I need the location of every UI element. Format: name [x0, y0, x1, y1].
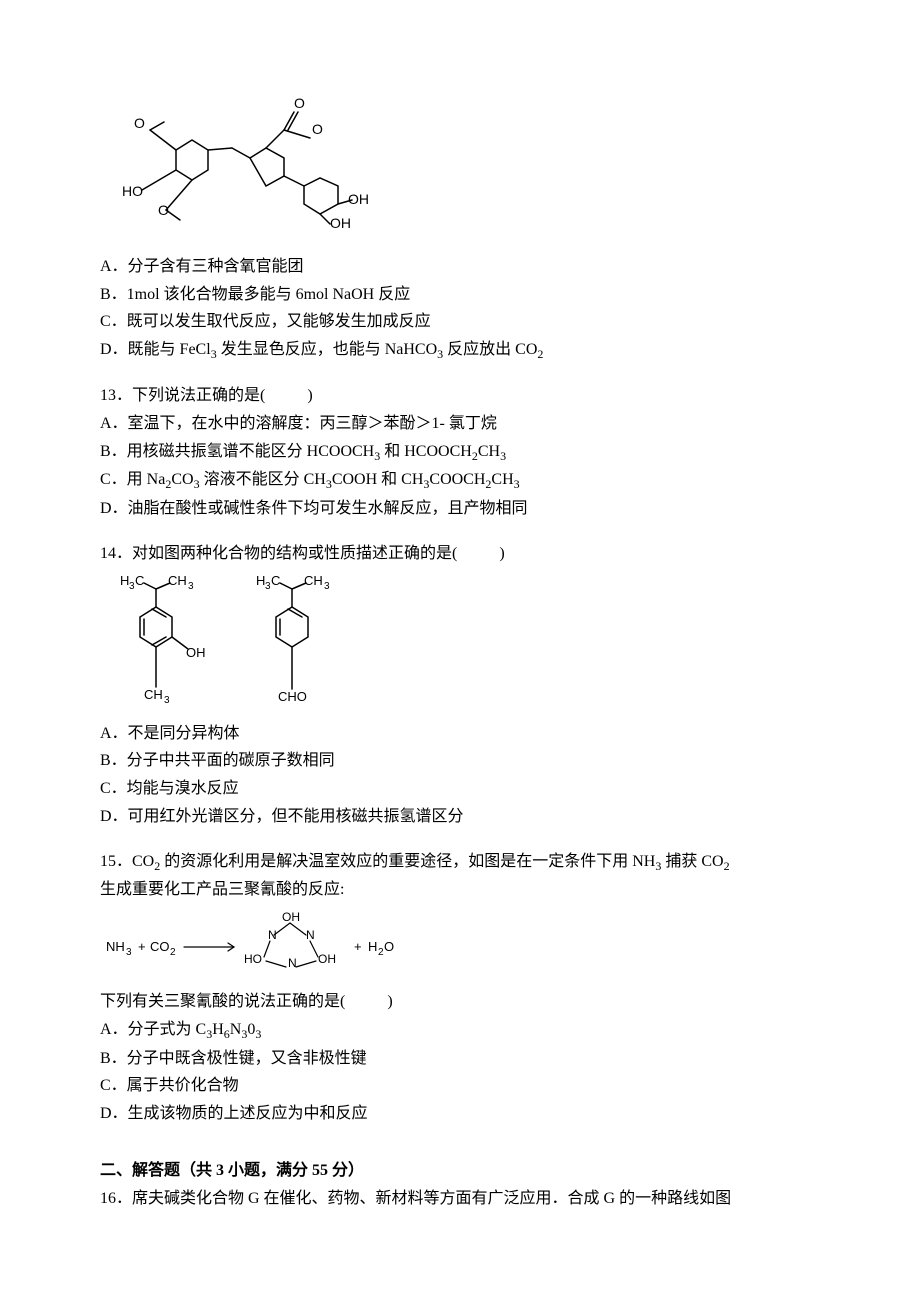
q13-c-mid1: CO	[171, 471, 193, 488]
q12-molecule-svg: OHOOOOOHOH	[116, 90, 376, 240]
q13-stem-text: 13．下列说法正确的是(	[100, 387, 265, 404]
q13-c-mid2: 溶液不能区分 CH	[200, 471, 326, 488]
q12-molecule: OHOOOOOHOH	[116, 90, 820, 249]
q14-stem-text: 14．对如图两种化合物的结构或性质描述正确的是(	[100, 545, 457, 562]
q15-reaction-svg: NH3+CO2OHNNNHOOH+H2O	[104, 907, 424, 977]
q13-b-tail: CH	[478, 443, 500, 460]
q15-stem-line2: 生成重要化工产品三聚氰酸的反应:	[100, 878, 820, 903]
q12-option-a: A．分子含有三种含氧官能团	[100, 255, 820, 280]
svg-text:H: H	[256, 573, 265, 588]
q12-option-c: C．既可以发生取代反应，又能够发生加成反应	[100, 310, 820, 335]
svg-text:O: O	[134, 115, 145, 131]
svg-text:CO: CO	[150, 939, 170, 954]
q15-a-mid2: N	[230, 1021, 242, 1038]
svg-text:HO: HO	[122, 183, 143, 199]
svg-text:O: O	[294, 95, 305, 111]
q12-d-post: 发生显色反应，也能与 NaHCO	[217, 341, 437, 358]
q13-b-mid: 和 HCOOCH	[380, 443, 472, 460]
svg-text:N: N	[288, 956, 297, 970]
q16-stem: 16．席夫碱类化合物 G 在催化、药物、新材料等方面有广泛应用．合成 G 的一种…	[100, 1187, 820, 1212]
svg-text:C: C	[271, 573, 280, 588]
svg-text:O: O	[158, 202, 169, 218]
svg-text:N: N	[268, 928, 277, 942]
svg-text:+: +	[354, 939, 362, 954]
q13-option-d: D．油脂在酸性或碱性条件下均可发生水解反应，且产物相同	[100, 497, 820, 522]
svg-text:CH: CH	[144, 687, 163, 702]
svg-text:C: C	[135, 573, 144, 588]
q12-d-tail: 反应放出 CO	[443, 341, 537, 358]
q14-option-d: D．可用红外光谱区分，但不能用核磁共振氢谱区分	[100, 805, 820, 830]
q14-molecules: H3CCH3OHCH3H3CCH3CHO	[116, 567, 820, 716]
q15-reaction: NH3+CO2OHNNNHOOH+H2O	[104, 907, 820, 986]
q15-below: 下列有关三聚氰酸的说法正确的是()	[100, 990, 820, 1015]
q15-option-c: C．属于共价化合物	[100, 1074, 820, 1099]
q14-option-a: A．不是同分异构体	[100, 722, 820, 747]
q13-c-pre: C．用 Na	[100, 471, 165, 488]
q13-option-b: B．用核磁共振氢谱不能区分 HCOOCH3 和 HCOOCH2CH3	[100, 440, 820, 466]
q14-stem: 14．对如图两种化合物的结构或性质描述正确的是()	[100, 542, 820, 567]
svg-text:3: 3	[126, 947, 132, 958]
svg-text:CHO: CHO	[278, 689, 307, 704]
section2-title: 二、解答题（共 3 小题，满分 55 分）	[100, 1159, 820, 1184]
svg-text:OH: OH	[348, 191, 369, 207]
svg-text:N: N	[306, 928, 315, 942]
q13-c-mid4: COOCH	[429, 471, 485, 488]
q13-c-mid3: COOH 和 CH	[332, 471, 424, 488]
svg-text:H: H	[120, 573, 129, 588]
svg-text:O: O	[312, 121, 323, 137]
q15-a-mid: H	[212, 1021, 224, 1038]
svg-text:CH: CH	[304, 573, 323, 588]
q13-stem: 13．下列说法正确的是()	[100, 384, 820, 409]
q15-below-text: 下列有关三聚氰酸的说法正确的是(	[100, 993, 345, 1010]
q12-d-pre: D．既能与 FeCl	[100, 341, 211, 358]
q15-stem-pre: 15．CO	[100, 853, 154, 870]
svg-text:3: 3	[164, 695, 170, 706]
q15-option-d: D．生成该物质的上述反应为中和反应	[100, 1102, 820, 1127]
svg-text:+: +	[138, 939, 146, 954]
svg-text:3: 3	[188, 581, 194, 592]
q13-stem-tail: )	[307, 387, 312, 404]
svg-text:O: O	[384, 939, 394, 954]
q13-c-tail: CH	[491, 471, 513, 488]
q15-stem: 15．CO2 的资源化利用是解决温室效应的重要途径，如图是在一定条件下用 NH3…	[100, 850, 820, 876]
q14-molecules-svg: H3CCH3OHCH3H3CCH3CHO	[116, 567, 376, 707]
svg-text:HO: HO	[244, 952, 262, 966]
svg-text:OH: OH	[318, 952, 336, 966]
svg-text:OH: OH	[186, 645, 206, 660]
q15-a-pre: A．分子式为 C	[100, 1021, 206, 1038]
svg-text:NH: NH	[106, 939, 125, 954]
q15-option-a: A．分子式为 C3H6N303	[100, 1018, 820, 1044]
q14-stem-tail: )	[499, 545, 504, 562]
q15-stem-mid2: 捕获 CO	[661, 853, 723, 870]
svg-text:H: H	[368, 939, 377, 954]
svg-text:OH: OH	[330, 215, 351, 231]
q15-stem-mid: 的资源化利用是解决温室效应的重要途径，如图是在一定条件下用 NH	[160, 853, 655, 870]
svg-text:OH: OH	[282, 910, 300, 924]
q13-option-c: C．用 Na2CO3 溶液不能区分 CH3COOH 和 CH3COOCH2CH3	[100, 468, 820, 494]
q13-option-a: A．室温下，在水中的溶解度：丙三醇＞苯酚＞1- 氯丁烷	[100, 412, 820, 437]
q14-option-c: C．均能与溴水反应	[100, 777, 820, 802]
svg-text:2: 2	[170, 947, 176, 958]
q14-option-b: B．分子中共平面的碳原子数相同	[100, 749, 820, 774]
q15-option-b: B．分子中既含极性键，又含非极性键	[100, 1047, 820, 1072]
q13-b-pre: B．用核磁共振氢谱不能区分 HCOOCH	[100, 443, 374, 460]
svg-text:3: 3	[324, 581, 330, 592]
q12-option-b: B．1mol 该化合物最多能与 6mol NaOH 反应	[100, 283, 820, 308]
svg-text:CH: CH	[168, 573, 187, 588]
q15-below-tail: )	[387, 993, 392, 1010]
q12-option-d: D．既能与 FeCl3 发生显色反应，也能与 NaHCO3 反应放出 CO2	[100, 338, 820, 364]
